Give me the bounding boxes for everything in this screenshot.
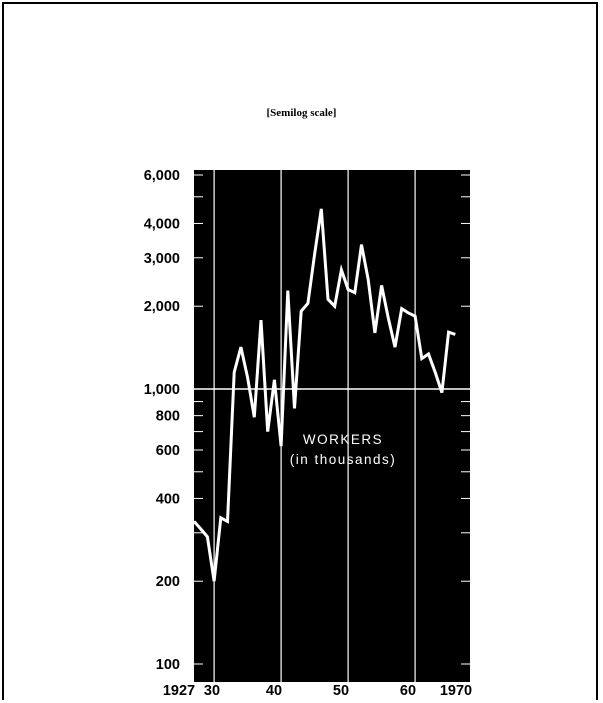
x-tick-label-1927: 1927 [163,683,195,699]
y-tick-label-100: 100 [156,657,180,673]
annotation-line-1: WORKERS [303,432,383,447]
series-line-workers [192,208,456,582]
x-tick-label-1960: 60 [400,683,416,699]
annotation-workers: WORKERS (in thousands) [290,432,397,467]
plot-background [194,170,470,682]
y-axis-labels: 6,000 4,000 3,000 2,000 1,000 800 600 400 200 100 [144,168,180,673]
x-axis-labels: 1927 30 40 50 60 1970 [163,683,472,699]
y-tick-label-400: 400 [156,491,180,507]
y-tick-label-2000: 2,000 [144,299,180,315]
y-tick-label-4000: 4,000 [144,216,180,232]
y-tick-label-600: 600 [156,443,180,459]
y-tick-label-1000: 1,000 [144,382,180,398]
y-tick-label-800: 800 [156,409,180,425]
x-tick-label-1940: 40 [266,683,282,699]
chart-subtitle: [Semilog scale] [266,107,337,119]
y-tick-label-200: 200 [156,574,180,590]
y-axis-ticks [194,174,470,665]
y-tick-label-3000: 3,000 [144,251,180,267]
annotation-line-2: (in thousands) [290,452,397,467]
x-tick-label-1950: 50 [333,683,349,699]
x-tick-label-1970: 1970 [440,683,472,699]
x-tick-label-1930: 30 [204,683,220,699]
y-tick-label-6000: 6,000 [144,168,180,184]
